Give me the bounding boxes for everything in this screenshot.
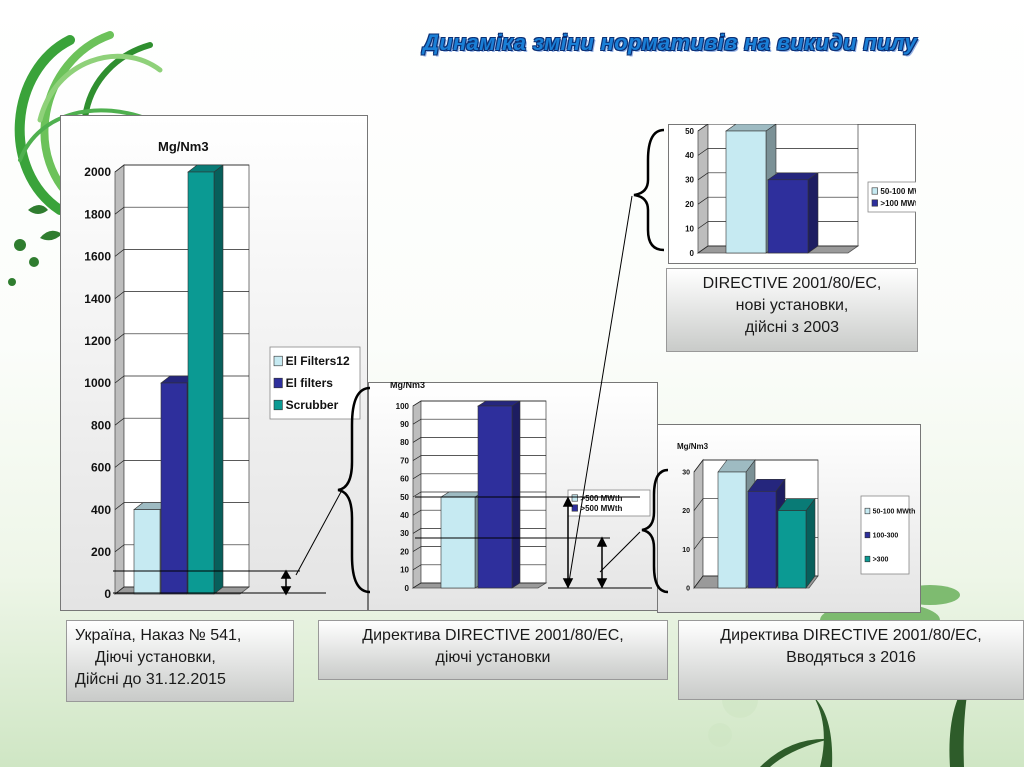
bar bbox=[133, 509, 161, 595]
caption-directive-existing: Директива DIRECTIVE 2001/80/EC, діючі ус… bbox=[318, 620, 668, 680]
legend-swatch bbox=[864, 555, 871, 563]
y-tick-label: 40 bbox=[685, 151, 694, 160]
y-tick-label: 10 bbox=[682, 547, 690, 554]
connector-ukraine bbox=[295, 489, 343, 576]
y-tick-label: 30 bbox=[682, 469, 690, 476]
bar bbox=[777, 510, 807, 589]
caption-ukraine: Україна, Наказ № 541, Діючі установки, Д… bbox=[66, 620, 294, 702]
legend-label: Scrubber bbox=[286, 398, 339, 412]
legend-label: 50-100 MWth bbox=[880, 187, 916, 196]
bar bbox=[440, 496, 476, 589]
legend-swatch bbox=[571, 494, 578, 502]
y-tick-label: 40 bbox=[400, 511, 409, 520]
legend-swatch bbox=[571, 504, 578, 512]
legend-label: 100-300 bbox=[873, 532, 899, 539]
y-tick-label: 100 bbox=[396, 402, 410, 411]
y-tick-label: 200 bbox=[91, 545, 111, 559]
gridline bbox=[697, 124, 858, 132]
y-tick-label: 1200 bbox=[84, 334, 111, 348]
y-tick-label: 0 bbox=[405, 584, 410, 593]
legend-label: >300 bbox=[873, 556, 889, 563]
y-tick-label: 10 bbox=[685, 224, 694, 233]
legend-label: El filters bbox=[286, 376, 334, 390]
legend-box bbox=[269, 346, 361, 420]
legend-label: 50-100 MWth bbox=[873, 508, 916, 515]
y-tick-label: 400 bbox=[91, 503, 111, 517]
legend-swatch bbox=[871, 199, 878, 207]
connector-2016 bbox=[599, 531, 641, 573]
legend-box bbox=[867, 181, 916, 213]
y-tick-label: 600 bbox=[91, 461, 111, 475]
y-tick-label: 20 bbox=[685, 200, 694, 209]
bar bbox=[725, 130, 767, 254]
brace-existing bbox=[337, 386, 371, 594]
chart-directive-existing: 0 10 20 30 40 50 60 70 80 90 100 Mg/Nm3 >500 MWth>50… bbox=[390, 382, 651, 593]
unit-label: Mg/Nm3 bbox=[677, 442, 709, 451]
gridline bbox=[697, 148, 858, 156]
bar bbox=[747, 491, 777, 589]
y-tick-label: 90 bbox=[400, 420, 409, 429]
y-tick-label: 30 bbox=[400, 529, 409, 538]
bar bbox=[717, 471, 747, 589]
unit-label: Mg/Nm3 bbox=[158, 139, 209, 154]
y-tick-label: 50 bbox=[685, 127, 694, 136]
y-tick-label: 1600 bbox=[84, 250, 111, 264]
y-tick-label: 0 bbox=[690, 249, 695, 258]
y-tick-label: 1400 bbox=[84, 292, 111, 306]
legend-swatch bbox=[273, 355, 283, 367]
caption-directive-2016: Директива DIRECTIVE 2001/80/EC, Вводятьс… bbox=[678, 620, 1024, 700]
caption-directive-new: DIRECTIVE 2001/80/EC, нові установки, ді… bbox=[666, 268, 918, 352]
slide-title: Динаміка зміни нормативів на викиди пилу bbox=[423, 30, 917, 55]
legend-label: >500 MWth bbox=[580, 504, 622, 513]
legend-swatch bbox=[871, 187, 878, 195]
legend-swatch bbox=[273, 399, 283, 411]
y-tick-label: 30 bbox=[685, 176, 694, 185]
legend-label: >500 MWth bbox=[580, 494, 622, 503]
y-tick-label: 20 bbox=[682, 508, 690, 515]
y-tick-label: 0 bbox=[104, 587, 111, 601]
legend-swatch bbox=[864, 531, 871, 539]
y-tick-label: 20 bbox=[400, 547, 409, 556]
legend-label: >100 MWth bbox=[880, 199, 916, 208]
bar bbox=[187, 171, 215, 595]
y-tick-label: 60 bbox=[400, 475, 409, 484]
brace-2016 bbox=[641, 468, 669, 594]
y-tick-label: 10 bbox=[400, 566, 409, 575]
brace-new bbox=[633, 128, 665, 252]
y-tick-label: 70 bbox=[400, 456, 409, 465]
bar bbox=[160, 382, 188, 595]
connector-existing bbox=[567, 195, 633, 589]
y-tick-label: 0 bbox=[686, 585, 690, 592]
y-tick-label: 1000 bbox=[84, 376, 111, 390]
chart-directive-new: 0 10 20 30 40 50 50-100 MWth >100 MWth bbox=[685, 124, 916, 258]
y-tick-label: 50 bbox=[400, 493, 409, 502]
chart-directive-2016: 0 10 20 30 Mg/Nm3 50-100 MWth 100-300 >300 bbox=[677, 442, 916, 592]
unit-label: Mg/Nm3 bbox=[390, 382, 425, 390]
chart-ukraine: 0 200 400 600 800 1000 1200 1400 1600 1800 2000 Mg/… bbox=[84, 139, 361, 601]
y-tick-label: 2000 bbox=[84, 165, 111, 179]
y-tick-label: 800 bbox=[91, 418, 111, 432]
legend-swatch bbox=[273, 377, 283, 389]
y-tick-label: 1800 bbox=[84, 207, 111, 221]
bar bbox=[767, 179, 809, 254]
legend-label: El Filters12 bbox=[286, 354, 350, 368]
gridline bbox=[693, 459, 818, 473]
y-tick-label: 80 bbox=[400, 438, 409, 447]
legend-swatch bbox=[864, 507, 871, 515]
